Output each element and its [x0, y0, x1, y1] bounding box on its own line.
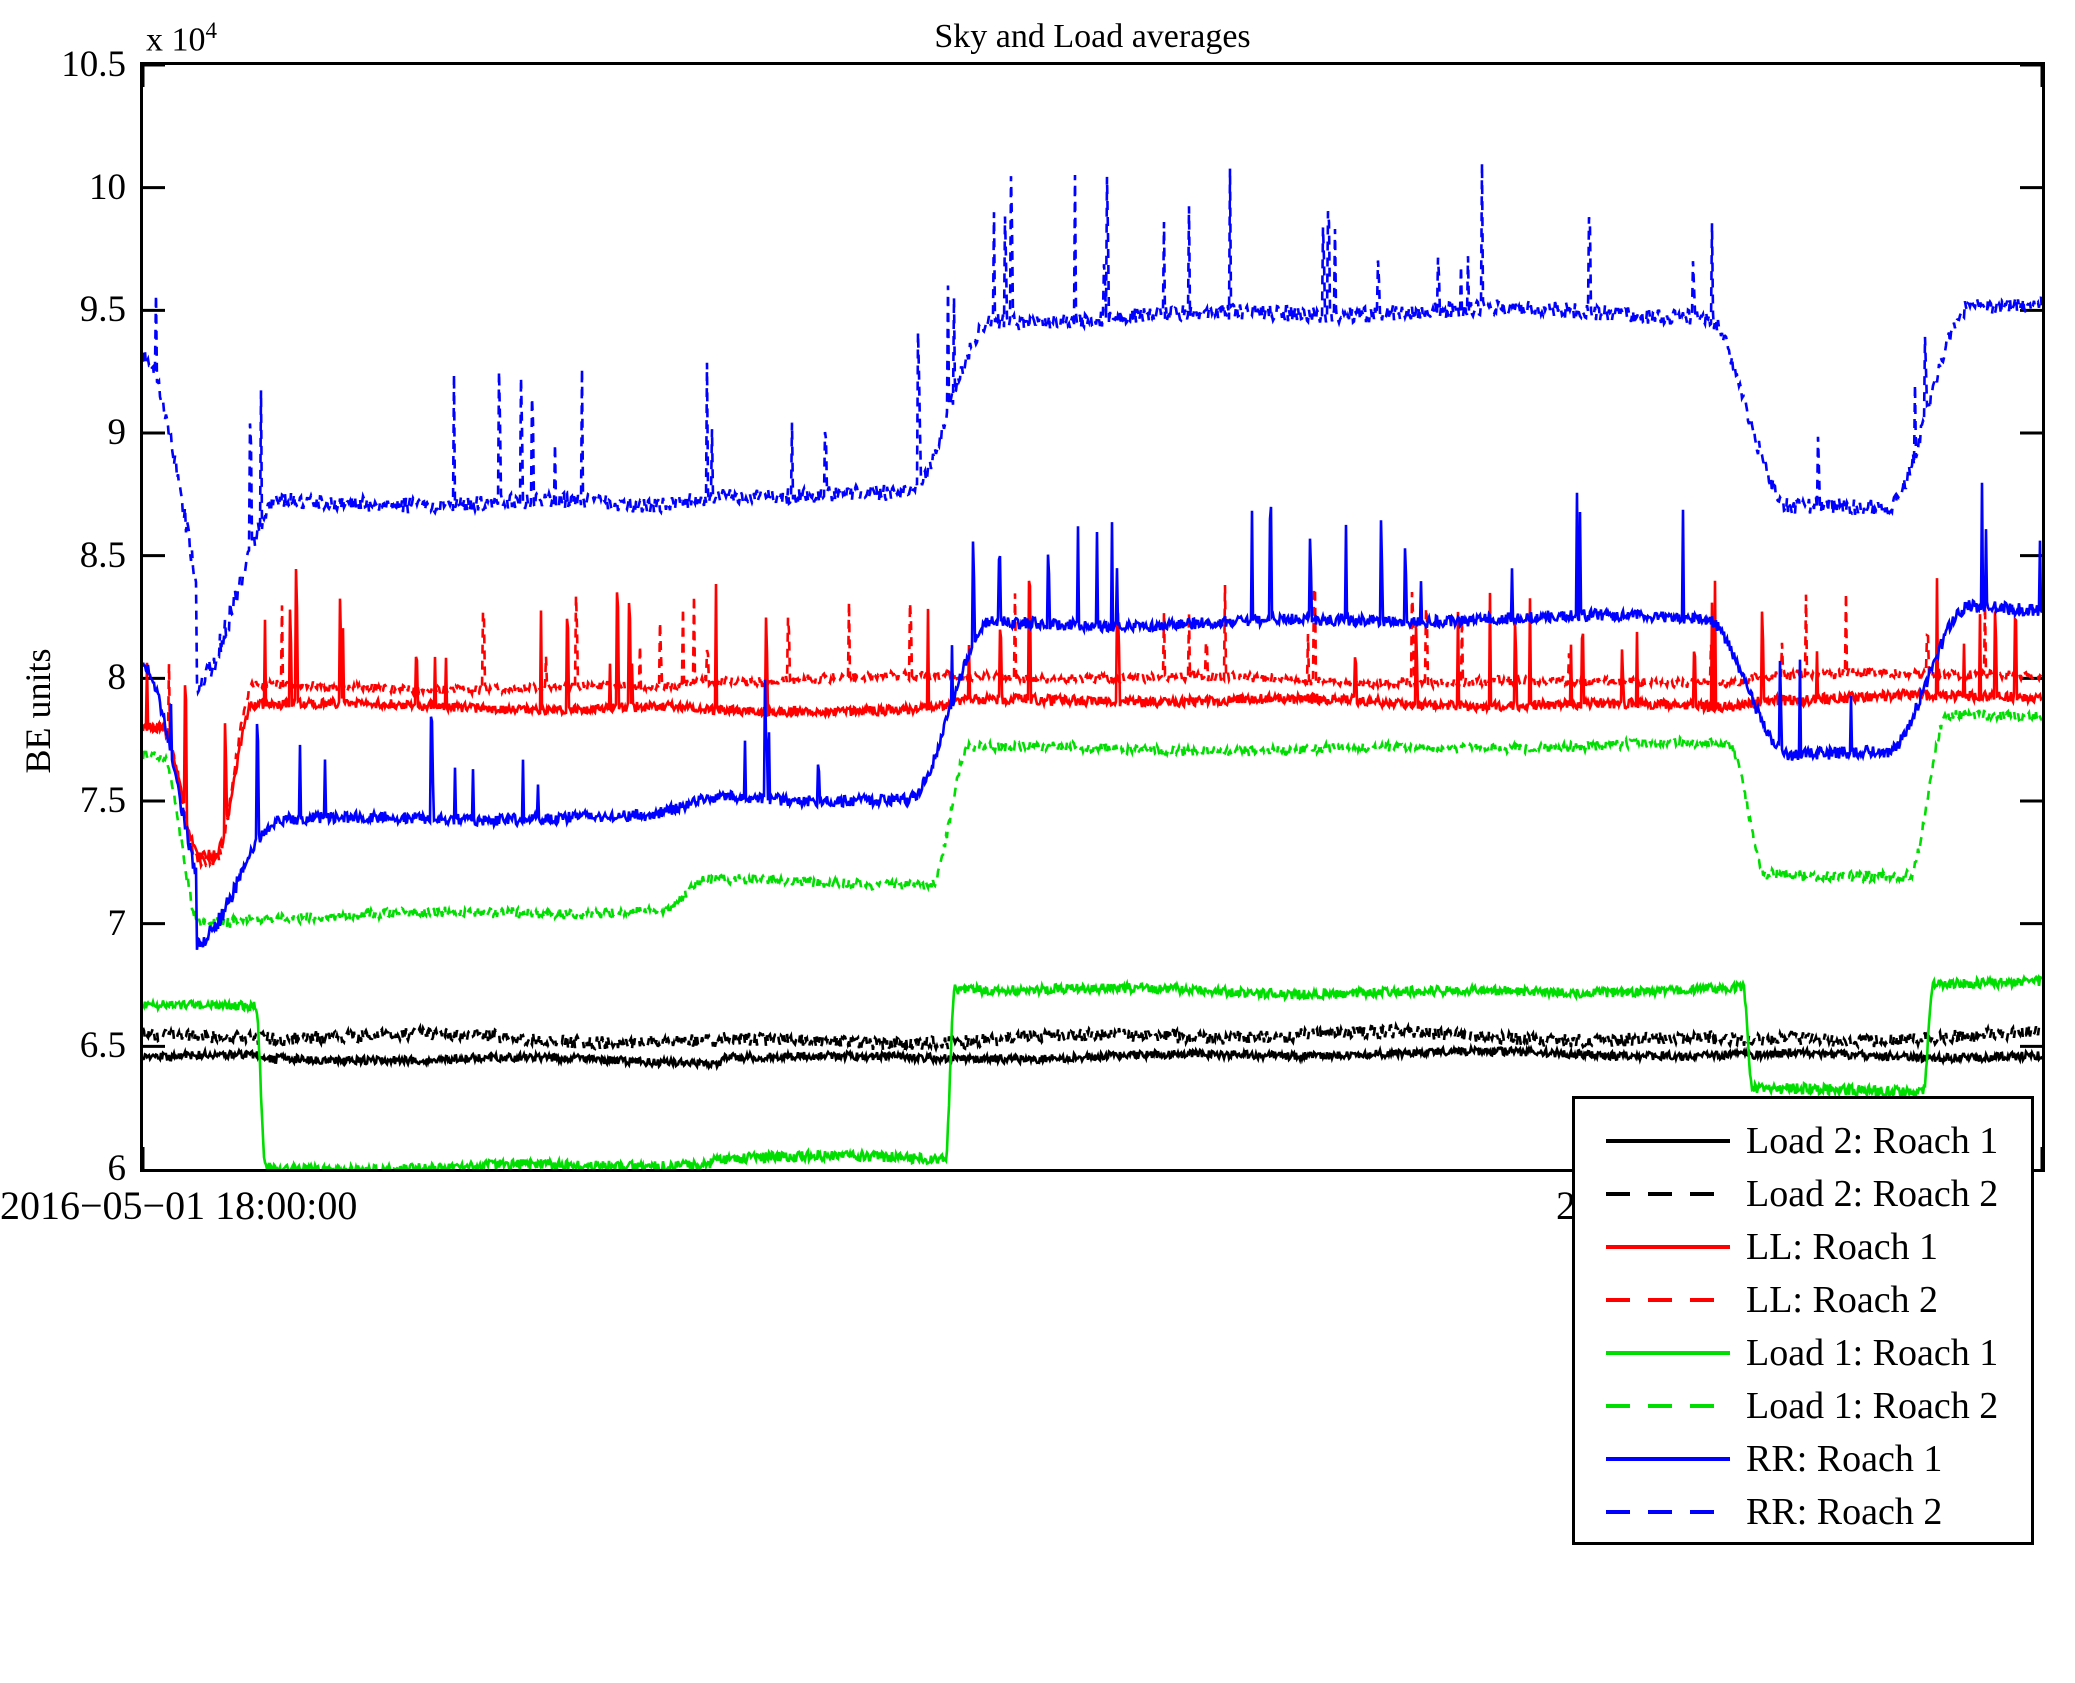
y-axis-tick-label: 7.5	[79, 780, 126, 821]
legend-item[interactable]: RR: Roach 1	[1575, 1431, 2031, 1487]
data-series-line	[143, 569, 2042, 860]
legend-line-swatch	[1606, 1245, 1730, 1249]
legend-item[interactable]: Load 2: Roach 2	[1575, 1166, 2031, 1222]
legend-item-label: LL: Roach 1	[1746, 1226, 1939, 1268]
legend-box: Load 2: Roach 1 Load 2: Roach 2 LL: Roach …	[1572, 1096, 2034, 1545]
y-axis-tick-label: 10.5	[61, 44, 126, 85]
data-series-line	[143, 163, 2042, 692]
y-axis-tick-label: 8	[107, 657, 127, 699]
page-title: Sky and Load averages	[934, 18, 1251, 55]
legend-item[interactable]: LL: Roach 1	[1575, 1219, 2031, 1275]
series-canvas	[143, 65, 2042, 1169]
legend-item[interactable]: Load 2: Roach 1	[1575, 1113, 2031, 1169]
y-exponent-base: x 10	[146, 21, 206, 59]
y-exponent-power: 4	[205, 18, 218, 43]
legend-item-label: RR: Roach 2	[1746, 1491, 1943, 1533]
y-axis-tick-label: 8.5	[79, 534, 126, 576]
data-series-line	[143, 1047, 2042, 1067]
legend-item-label: Load 1: Roach 2	[1746, 1385, 1999, 1427]
x-axis-tick-label-start: 2016−05−01 18:00:00	[0, 1183, 358, 1228]
data-series-line	[143, 977, 2042, 1169]
legend-item-label: RR: Roach 1	[1746, 1438, 1943, 1480]
legend-item-label: Load 2: Roach 1	[1746, 1120, 1999, 1162]
legend-item-label: Load 1: Roach 1	[1746, 1332, 1999, 1374]
y-axis-tick-labels: 6 6.5 7 7.5 8 8.5 9 9.5 10 10.5	[0, 0, 126, 1683]
data-series-line	[143, 483, 2042, 950]
legend-item[interactable]: Load 1: Roach 1	[1575, 1325, 2031, 1381]
legend-item[interactable]: LL: Roach 2	[1575, 1272, 2031, 1328]
y-axis-tick-label: 9.5	[79, 289, 126, 331]
legend-line-swatch	[1606, 1139, 1730, 1143]
y-axis-tick-label: 9	[107, 412, 127, 453]
legend-line-swatch	[1606, 1351, 1730, 1355]
y-axis-tick-label: 6	[107, 1148, 127, 1189]
data-series-line	[143, 710, 2042, 929]
y-axis-tick-label: 6.5	[79, 1025, 126, 1067]
y-axis-title: BE units	[18, 648, 58, 774]
y-axis-tick-label: 7	[107, 902, 127, 944]
legend-line-swatch	[1606, 1510, 1730, 1514]
legend-line-swatch	[1606, 1298, 1730, 1302]
legend-item-label: Load 2: Roach 2	[1746, 1173, 1999, 1215]
legend-line-swatch	[1606, 1192, 1730, 1196]
legend-item[interactable]: Load 1: Roach 2	[1575, 1378, 2031, 1434]
data-series-line	[143, 585, 2042, 866]
legend-line-swatch	[1606, 1457, 1730, 1461]
data-series-line	[143, 1026, 2042, 1051]
plot-area	[140, 62, 2045, 1172]
legend-item[interactable]: RR: Roach 2	[1575, 1484, 2031, 1540]
y-axis-tick-label: 10	[89, 166, 126, 208]
y-axis-exponent-label: x 104	[146, 18, 217, 59]
legend-line-swatch	[1606, 1404, 1730, 1408]
legend-item-label: LL: Roach 2	[1746, 1279, 1939, 1321]
